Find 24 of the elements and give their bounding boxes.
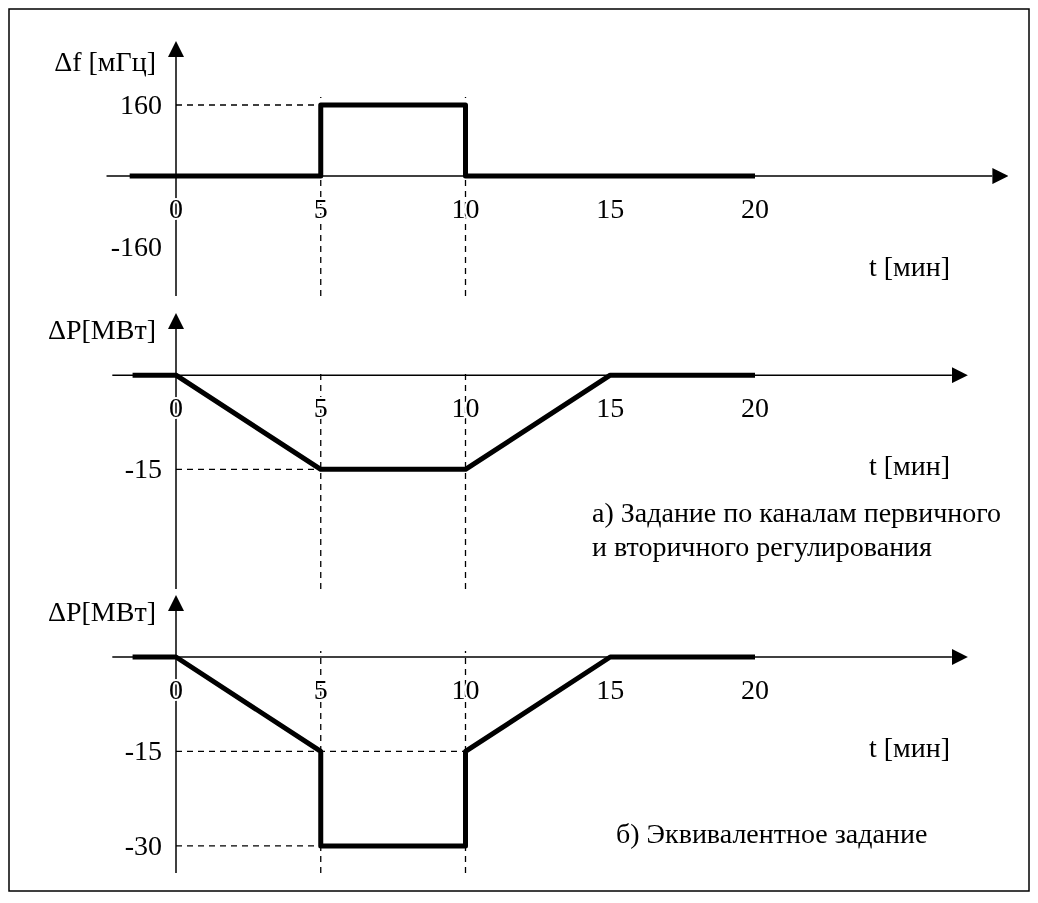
x-tick-label: 15	[596, 392, 625, 424]
y-axis-title: ΔP[МВт]	[47, 314, 156, 345]
x-tick-label: 15	[596, 193, 625, 225]
x-tick-label: 20	[741, 193, 769, 225]
y-tick-label: -15	[124, 735, 162, 767]
y-tick-label: -30	[124, 829, 162, 861]
y-axis-title: Δf [мГц]	[54, 46, 156, 77]
x-tick-label: 20	[741, 392, 769, 424]
x-tick-label: 10	[451, 392, 480, 424]
x-axis-title: t [мин]	[869, 450, 951, 482]
x-tick-label: 10	[451, 193, 480, 225]
x-tick-label: 5	[313, 193, 328, 225]
x-axis-title: t [мин]	[869, 731, 951, 763]
x-tick-label: 15	[596, 673, 625, 705]
y-tick-label: -160	[110, 231, 162, 263]
x-tick-label: 10	[451, 673, 480, 705]
y-tick-label: 160	[120, 88, 162, 120]
y-axis-title: ΔP[МВт]	[47, 596, 156, 627]
x-tick-label: 5	[313, 673, 328, 705]
x-tick-label: 5	[313, 392, 328, 424]
annotation: б) Эквивалентное задание	[616, 818, 928, 849]
x-tick-label: 20	[741, 673, 769, 705]
text: а) Задание по каналам первичного и вторичного регулирования	[592, 497, 1002, 562]
x-axis-title: t [мин]	[869, 251, 951, 283]
